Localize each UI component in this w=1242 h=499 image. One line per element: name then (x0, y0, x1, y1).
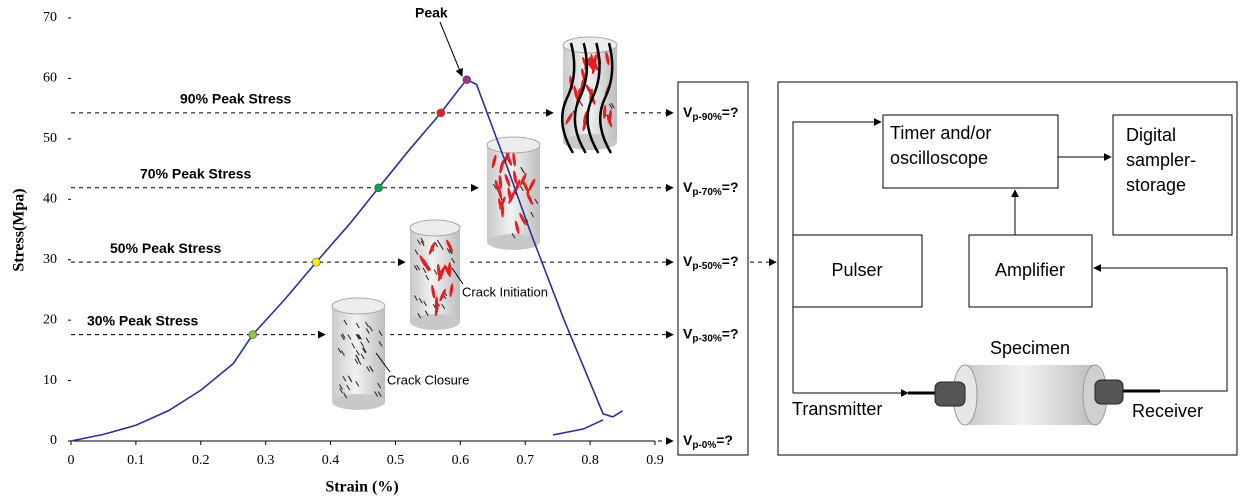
crack-label: Crack Initiation (462, 284, 548, 299)
y-tick-label: 70 (43, 10, 57, 25)
velocity-sub: p-90% (692, 112, 722, 123)
pulser-label: Pulser (831, 260, 882, 280)
level-label: 50% Peak Stress (110, 240, 222, 256)
y-axis-title: Stress(Mpa) (11, 188, 28, 271)
velocity-sub: p-50% (692, 261, 722, 272)
specimen-label: Specimen (990, 338, 1070, 358)
stress-point (437, 109, 445, 117)
figure: Strain (%) Stress(Mpa) Specimen Transmit… (0, 0, 1242, 499)
y-tick-label: 60 (43, 71, 57, 86)
specimen-body (965, 365, 1095, 425)
velocity-tail: =? (722, 104, 739, 120)
amplifier-label: Amplifier (995, 260, 1065, 280)
x-tick-label: 0.5 (387, 453, 405, 468)
y-tick-label: 40 (43, 192, 57, 207)
x-tick-label: 0.7 (516, 453, 534, 468)
timer-label: oscilloscope (890, 148, 988, 168)
y-tick-label: 10 (43, 373, 57, 388)
velocity-tail: =? (722, 253, 739, 269)
stress-point (249, 331, 257, 339)
rock-sample (410, 220, 460, 330)
sample-bottom (410, 314, 460, 330)
x-tick-label: 0.9 (646, 453, 664, 468)
velocity-tail: =? (722, 325, 739, 341)
x-tick-label: 0.4 (322, 453, 340, 468)
sample-top (410, 220, 460, 236)
sample-top (487, 137, 540, 153)
receiver-label: Receiver (1132, 401, 1203, 421)
velocity-label: Vp-50%=? (683, 253, 739, 272)
peak-arrow (440, 22, 462, 76)
x-tick-label: 0.1 (127, 453, 145, 468)
timer-label: Timer and/or (890, 123, 991, 143)
sample-top (332, 298, 385, 314)
crack-label: Crack Closure (387, 372, 469, 387)
stress-point (463, 76, 471, 84)
level-label: 90% Peak Stress (180, 91, 292, 107)
sampler-label: sampler- (1126, 150, 1196, 170)
peak-label: Peak (415, 5, 448, 21)
velocity-tail: =? (722, 179, 739, 195)
stress-point (312, 258, 320, 266)
velocity-label: Vp-30%=? (683, 325, 739, 344)
x-tick-label: 0 (68, 453, 75, 468)
x-tick-label: 0.6 (452, 453, 470, 468)
trigger-wire (793, 122, 881, 393)
specimen (935, 365, 1123, 425)
x-tick-label: 0.8 (581, 453, 599, 468)
x-tick-label: 0.3 (257, 453, 275, 468)
velocity-label: Vp-70%=? (683, 179, 739, 198)
y-tick-label: 30 (43, 252, 57, 267)
y-tick-label: 50 (43, 131, 57, 146)
velocity-label: Vp-0%=? (683, 432, 733, 451)
stress-point (375, 184, 383, 192)
velocity-label: Vp-90%=? (683, 104, 739, 123)
x-axis-title: Strain (%) (325, 479, 398, 496)
sampler-label: storage (1126, 175, 1186, 195)
x-tick-label: 0.2 (192, 453, 210, 468)
velocity-sub: p-30% (692, 333, 722, 344)
sampler-label: Digital (1126, 125, 1176, 145)
velocity-tail: =? (716, 432, 733, 448)
receiver-wire (1094, 268, 1227, 391)
transducer (1095, 380, 1123, 404)
rock-sample (562, 37, 617, 153)
y-tick-label: 0 (50, 433, 57, 448)
transducer (935, 382, 965, 406)
rock-sample (487, 137, 540, 250)
level-label: 30% Peak Stress (87, 312, 199, 328)
velocity-sub: p-70% (692, 186, 722, 197)
transmitter-label: Transmitter (792, 399, 882, 419)
level-label: 70% Peak Stress (140, 166, 252, 182)
velocity-sub: p-0% (692, 440, 716, 451)
y-tick-label: 20 (43, 312, 57, 327)
